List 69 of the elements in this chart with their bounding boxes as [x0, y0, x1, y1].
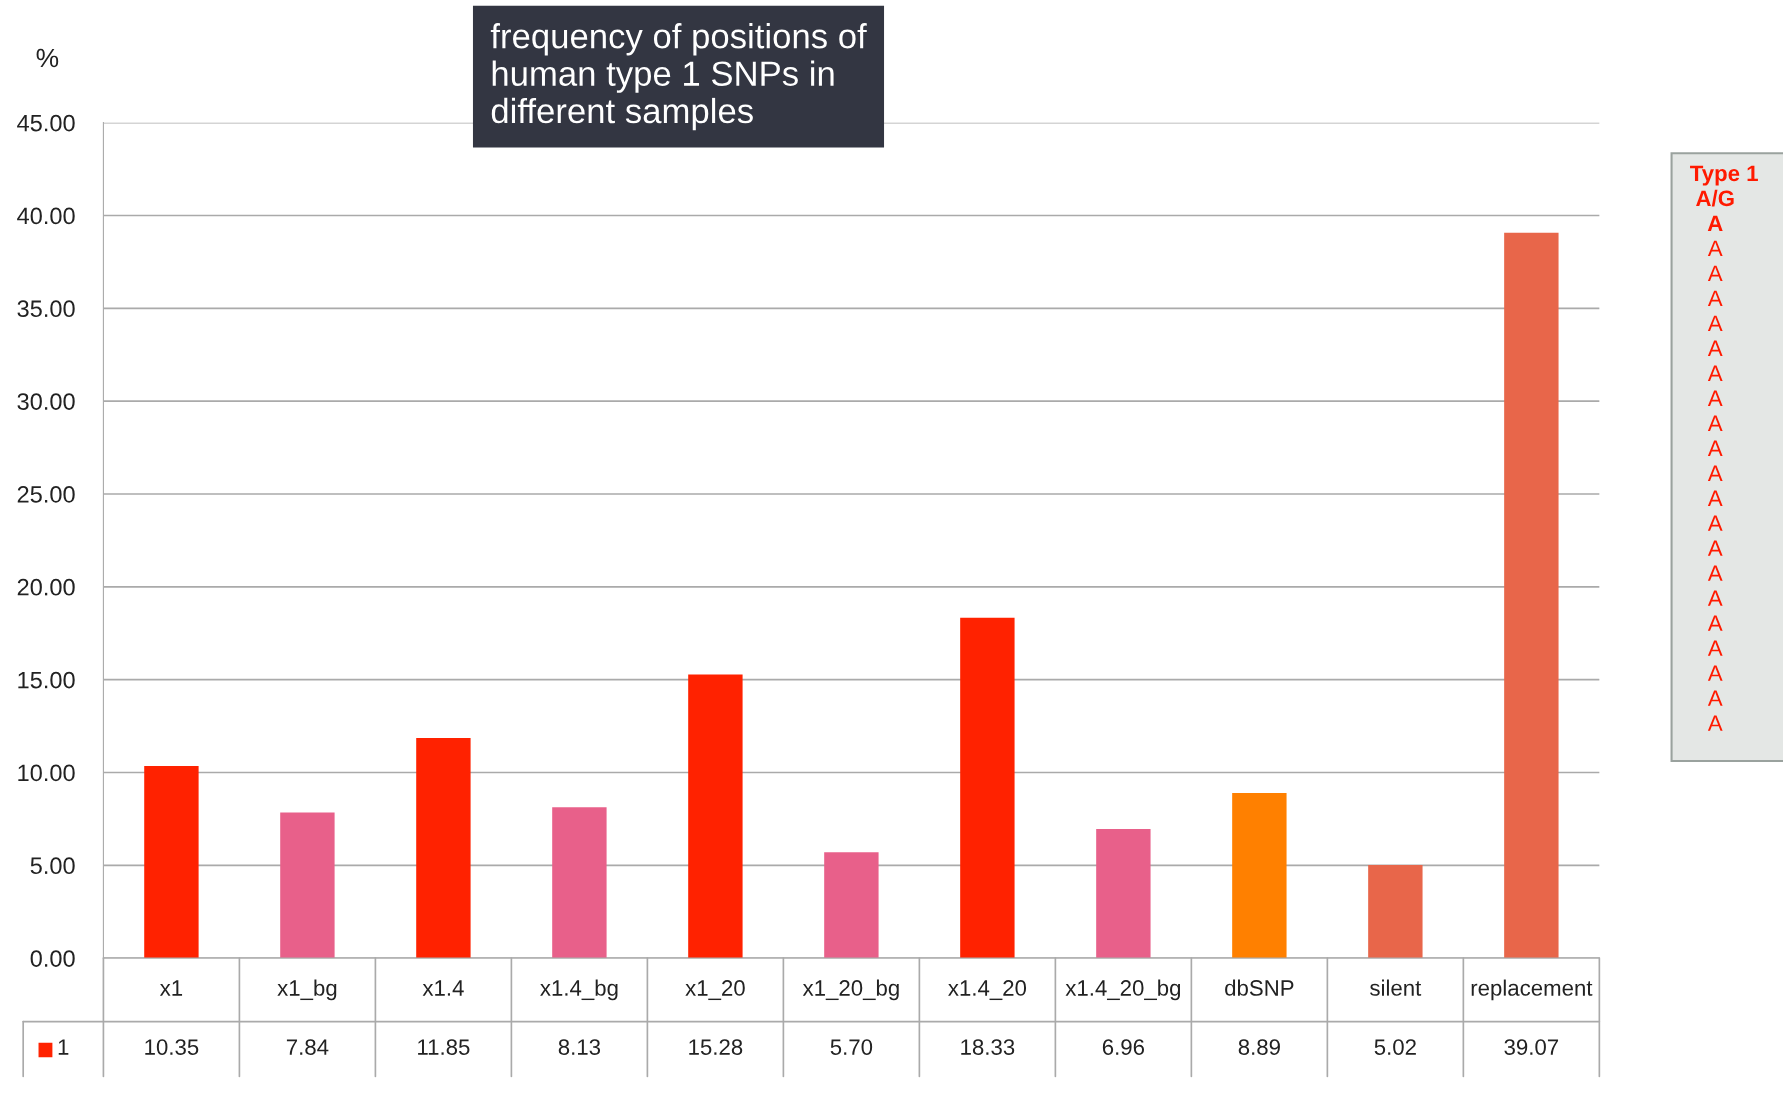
y-tick-label: 15.00: [18, 671, 75, 689]
y-tick-label: 0.00: [30, 950, 75, 967]
text: A: [1707, 215, 1723, 231]
text: A: [1707, 490, 1723, 506]
x-tick-label: x1.4_20_bg: [1065, 979, 1181, 1001]
chart-title: frequency of positions of human type 1 SNPs in different samples: [490, 23, 867, 131]
y-tick-label: 45.00: [17, 114, 75, 132]
text: A: [1707, 665, 1723, 681]
text: A: [1707, 290, 1723, 306]
y-tick-label: 25.00: [17, 486, 75, 503]
bar: [1096, 828, 1151, 959]
bar: [280, 812, 335, 959]
x-tick-label: x1_bg: [277, 979, 337, 1001]
text: A: [1707, 390, 1723, 406]
text: A/G: [1696, 189, 1734, 207]
text: A: [1707, 615, 1723, 631]
y-tick-label: 35.00: [17, 300, 75, 318]
bar: [1232, 793, 1287, 959]
data-label: 6.96: [1102, 1039, 1145, 1055]
x-tick-label: dbSNP: [1225, 979, 1294, 996]
x-tick-label: x1.4_20: [948, 980, 1027, 1001]
text: A: [1707, 340, 1723, 356]
text: A: [1707, 515, 1723, 531]
bar: [688, 674, 743, 959]
data-label: 5.02: [1374, 1039, 1416, 1055]
x-tick-label: replacement: [1471, 979, 1593, 1001]
bar: [824, 852, 879, 959]
text: A: [1707, 465, 1723, 481]
data-label: 7.84: [286, 1039, 329, 1055]
bar: [552, 807, 607, 959]
text: A: [1707, 315, 1723, 331]
x-tick-label: x1_20: [685, 980, 745, 1001]
data-label: 5.70: [830, 1039, 873, 1055]
data-label: 10.35: [145, 1039, 199, 1055]
data-label: 39.07: [1504, 1039, 1559, 1055]
bar: [1368, 864, 1423, 959]
text: A: [1707, 415, 1723, 431]
legend-label: 1: [58, 1039, 69, 1055]
text: A: [1707, 365, 1723, 381]
text: A: [1707, 690, 1723, 706]
text: A: [1707, 540, 1723, 556]
text: A: [1707, 715, 1723, 731]
y-tick-label: 40.00: [17, 207, 75, 225]
text: A: [1707, 590, 1723, 606]
y-tick-label: 30.00: [17, 393, 75, 410]
text: A: [1707, 440, 1723, 456]
x-tick-label: x1.4: [422, 980, 464, 996]
x-tick-label: x1_20_bg: [802, 979, 899, 1001]
y-axis-title: %: [36, 48, 59, 68]
text: A: [1707, 265, 1723, 281]
data-label: 8.89: [1238, 1039, 1280, 1055]
data-label: 8.13: [558, 1039, 601, 1055]
text: A: [1707, 240, 1723, 256]
data-label: 18.33: [961, 1039, 1015, 1055]
text: A: [1707, 640, 1723, 656]
data-label: 15.28: [689, 1039, 743, 1055]
x-tick-label: silent: [1370, 979, 1422, 996]
bar: [960, 617, 1015, 959]
data-label: 11.85: [418, 1039, 470, 1055]
bar: [144, 765, 199, 959]
text: A: [1707, 565, 1723, 581]
x-tick-label: x1.4_bg: [540, 979, 618, 1001]
text: Type 1: [1690, 165, 1758, 186]
y-tick-label: 10.00: [18, 764, 75, 782]
x-tick-label: x1: [159, 980, 183, 996]
bar: [1504, 232, 1559, 959]
bar: [416, 738, 471, 959]
y-tick-label: 20.00: [17, 578, 75, 596]
y-tick-label: 5.00: [30, 857, 75, 875]
